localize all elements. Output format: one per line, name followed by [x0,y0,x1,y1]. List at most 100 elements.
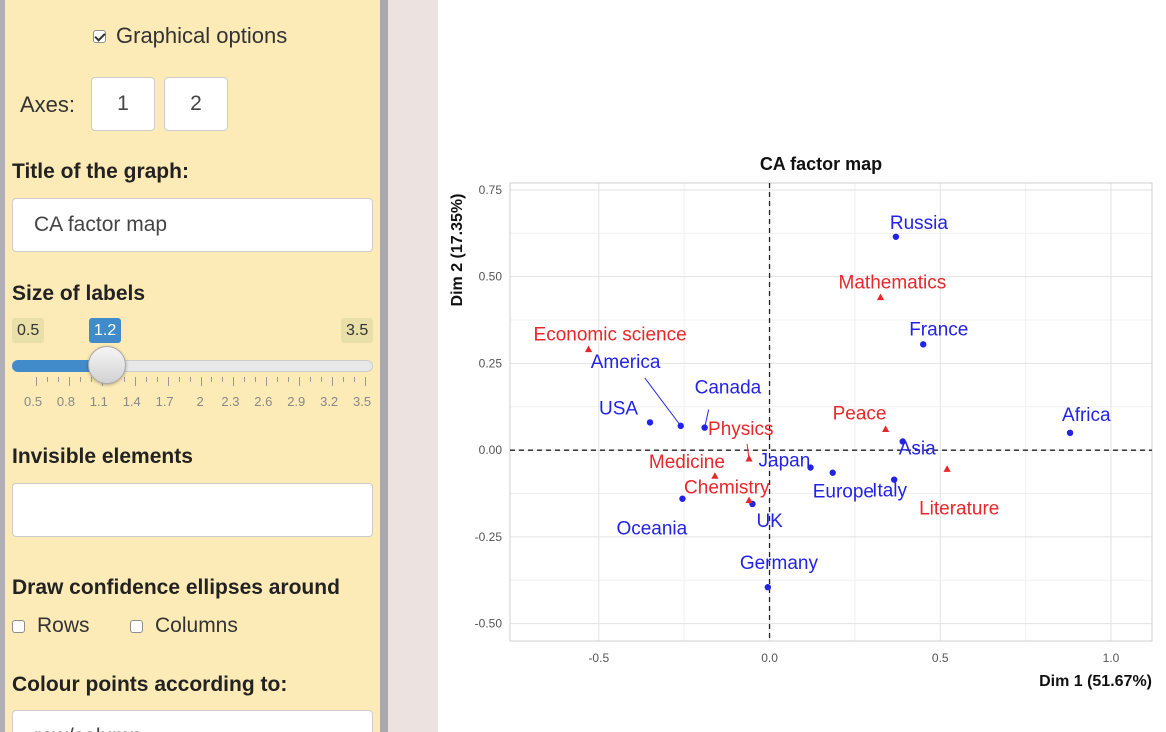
leader-line [746,443,750,459]
slider-tick [167,377,169,386]
slider-tick [79,377,81,382]
slider-tick-label: 1.4 [122,394,141,409]
rows-checkbox[interactable] [12,619,25,633]
slider-tick [233,377,235,386]
invisible-elements-label: Invisible elements [12,445,193,468]
invisible-elements-input[interactable] [12,483,373,537]
slider-tick [36,377,37,386]
slider-tick [277,377,279,382]
point-label-chemistry: Chemistry [684,477,770,498]
slider-tick [189,377,191,382]
graphical-options-label: Graphical options [116,23,288,49]
x-tick-label: 0.0 [761,651,778,665]
point-label-physics: Physics [708,419,773,440]
sidebar-panel: Graphical options Axes: 1 2 Title of the… [0,0,380,732]
point-label-medicine: Medicine [649,452,725,473]
slider-tick [266,377,268,386]
size-slider-fill [12,360,106,372]
slider-max-tag: 3.5 [341,318,374,343]
slider-value-tag: 1.2 [89,318,122,343]
ellipse-rows-option[interactable]: Rows [12,614,90,638]
slider-tick [46,377,48,382]
x-axis-label: Dim 1 (51.67%) [1039,673,1152,690]
slider-tick [200,377,202,386]
columns-checkbox[interactable] [130,619,143,633]
point-label-literature: Literature [919,498,999,519]
row-point-germany [764,584,772,591]
slider-tick-label: 1.7 [155,394,174,409]
slider-tick [299,377,301,386]
slider-tick-label: 1.1 [89,394,108,409]
slider-tick [211,377,213,382]
point-label-america: America [591,352,661,373]
graphical-options-checkbox[interactable] [93,29,106,43]
slider-tick-label: 0.5 [24,394,43,409]
slider-tick [354,377,356,382]
axis-1-input[interactable]: 1 [91,77,155,131]
slider-tick-label: 2.6 [254,394,273,409]
x-tick-label: -0.5 [588,651,609,665]
point-label-europe: Europe [813,482,874,503]
point-label-italy: Italy [872,481,907,502]
slider-tick-label: 0.8 [56,394,75,409]
slider-tick [134,377,136,386]
point-label-germany: Germany [740,553,819,574]
slider-tick-label: 2 [196,394,204,409]
ellipses-label: Draw confidence ellipses around [12,576,340,599]
point-label-africa: Africa [1062,405,1111,426]
row-point-europe [829,469,836,476]
row-point-africa [1066,429,1074,437]
x-tick-label: 1.0 [1103,651,1120,665]
row-point-france [920,341,927,348]
rows-label: Rows [37,614,90,638]
y-tick-label: 0.50 [479,270,503,284]
colour-label: Colour points according to: [12,673,288,696]
colour-select[interactable]: row/column [12,710,373,732]
leader-line [644,377,682,427]
slider-tick [178,377,180,382]
axes-label: Axes: [20,92,76,117]
point-label-mathematics: Mathematics [839,273,947,294]
point-label-oceania: Oceania [616,519,687,540]
slider-tick [321,377,323,382]
title-input[interactable]: CA factor map [12,198,373,252]
slider-tick [57,377,59,382]
row-point-usa [646,419,654,426]
point-label-canada: Canada [695,378,762,399]
slider-tick [244,377,246,382]
slider-tick [365,377,366,386]
axis-2-input[interactable]: 2 [164,77,228,131]
slider-min-tag: 0.5 [12,318,45,343]
title-label: Title of the graph: [12,160,189,183]
slider-tick [288,377,290,382]
point-label-peace: Peace [833,403,887,424]
point-label-russia: Russia [890,213,949,234]
row-point-italy [890,476,898,483]
column-point-peace [882,425,890,432]
slider-tick-label: 3.5 [353,394,372,409]
y-tick-label: 0.25 [479,356,503,370]
plot-background [438,0,1166,732]
slider-tick [222,377,224,382]
column-point-mathematics [876,293,885,301]
point-label-asia: Asia [899,438,936,459]
graphical-options-toggle[interactable]: Graphical options [93,22,287,49]
slider-tick [310,377,312,382]
slider-tick [145,377,147,382]
x-tick-label: 0.5 [932,651,949,665]
slider-tick [123,377,125,382]
y-tick-label: -0.25 [475,530,503,544]
slider-tick [255,377,257,382]
ellipse-columns-option[interactable]: Columns [130,614,238,638]
point-label-japan: Japan [759,451,811,472]
row-point-asia [899,438,906,445]
chart-title: CA factor map [760,154,882,174]
y-axis-label: Dim 2 (17.35%) [449,194,466,307]
size-slider-handle[interactable] [88,346,126,384]
column-point-chemistry [745,496,753,504]
point-label-usa: USA [599,398,638,419]
slider-tick-label: 2.9 [287,394,306,409]
row-point-russia [892,233,900,240]
column-point-literature [943,465,951,472]
